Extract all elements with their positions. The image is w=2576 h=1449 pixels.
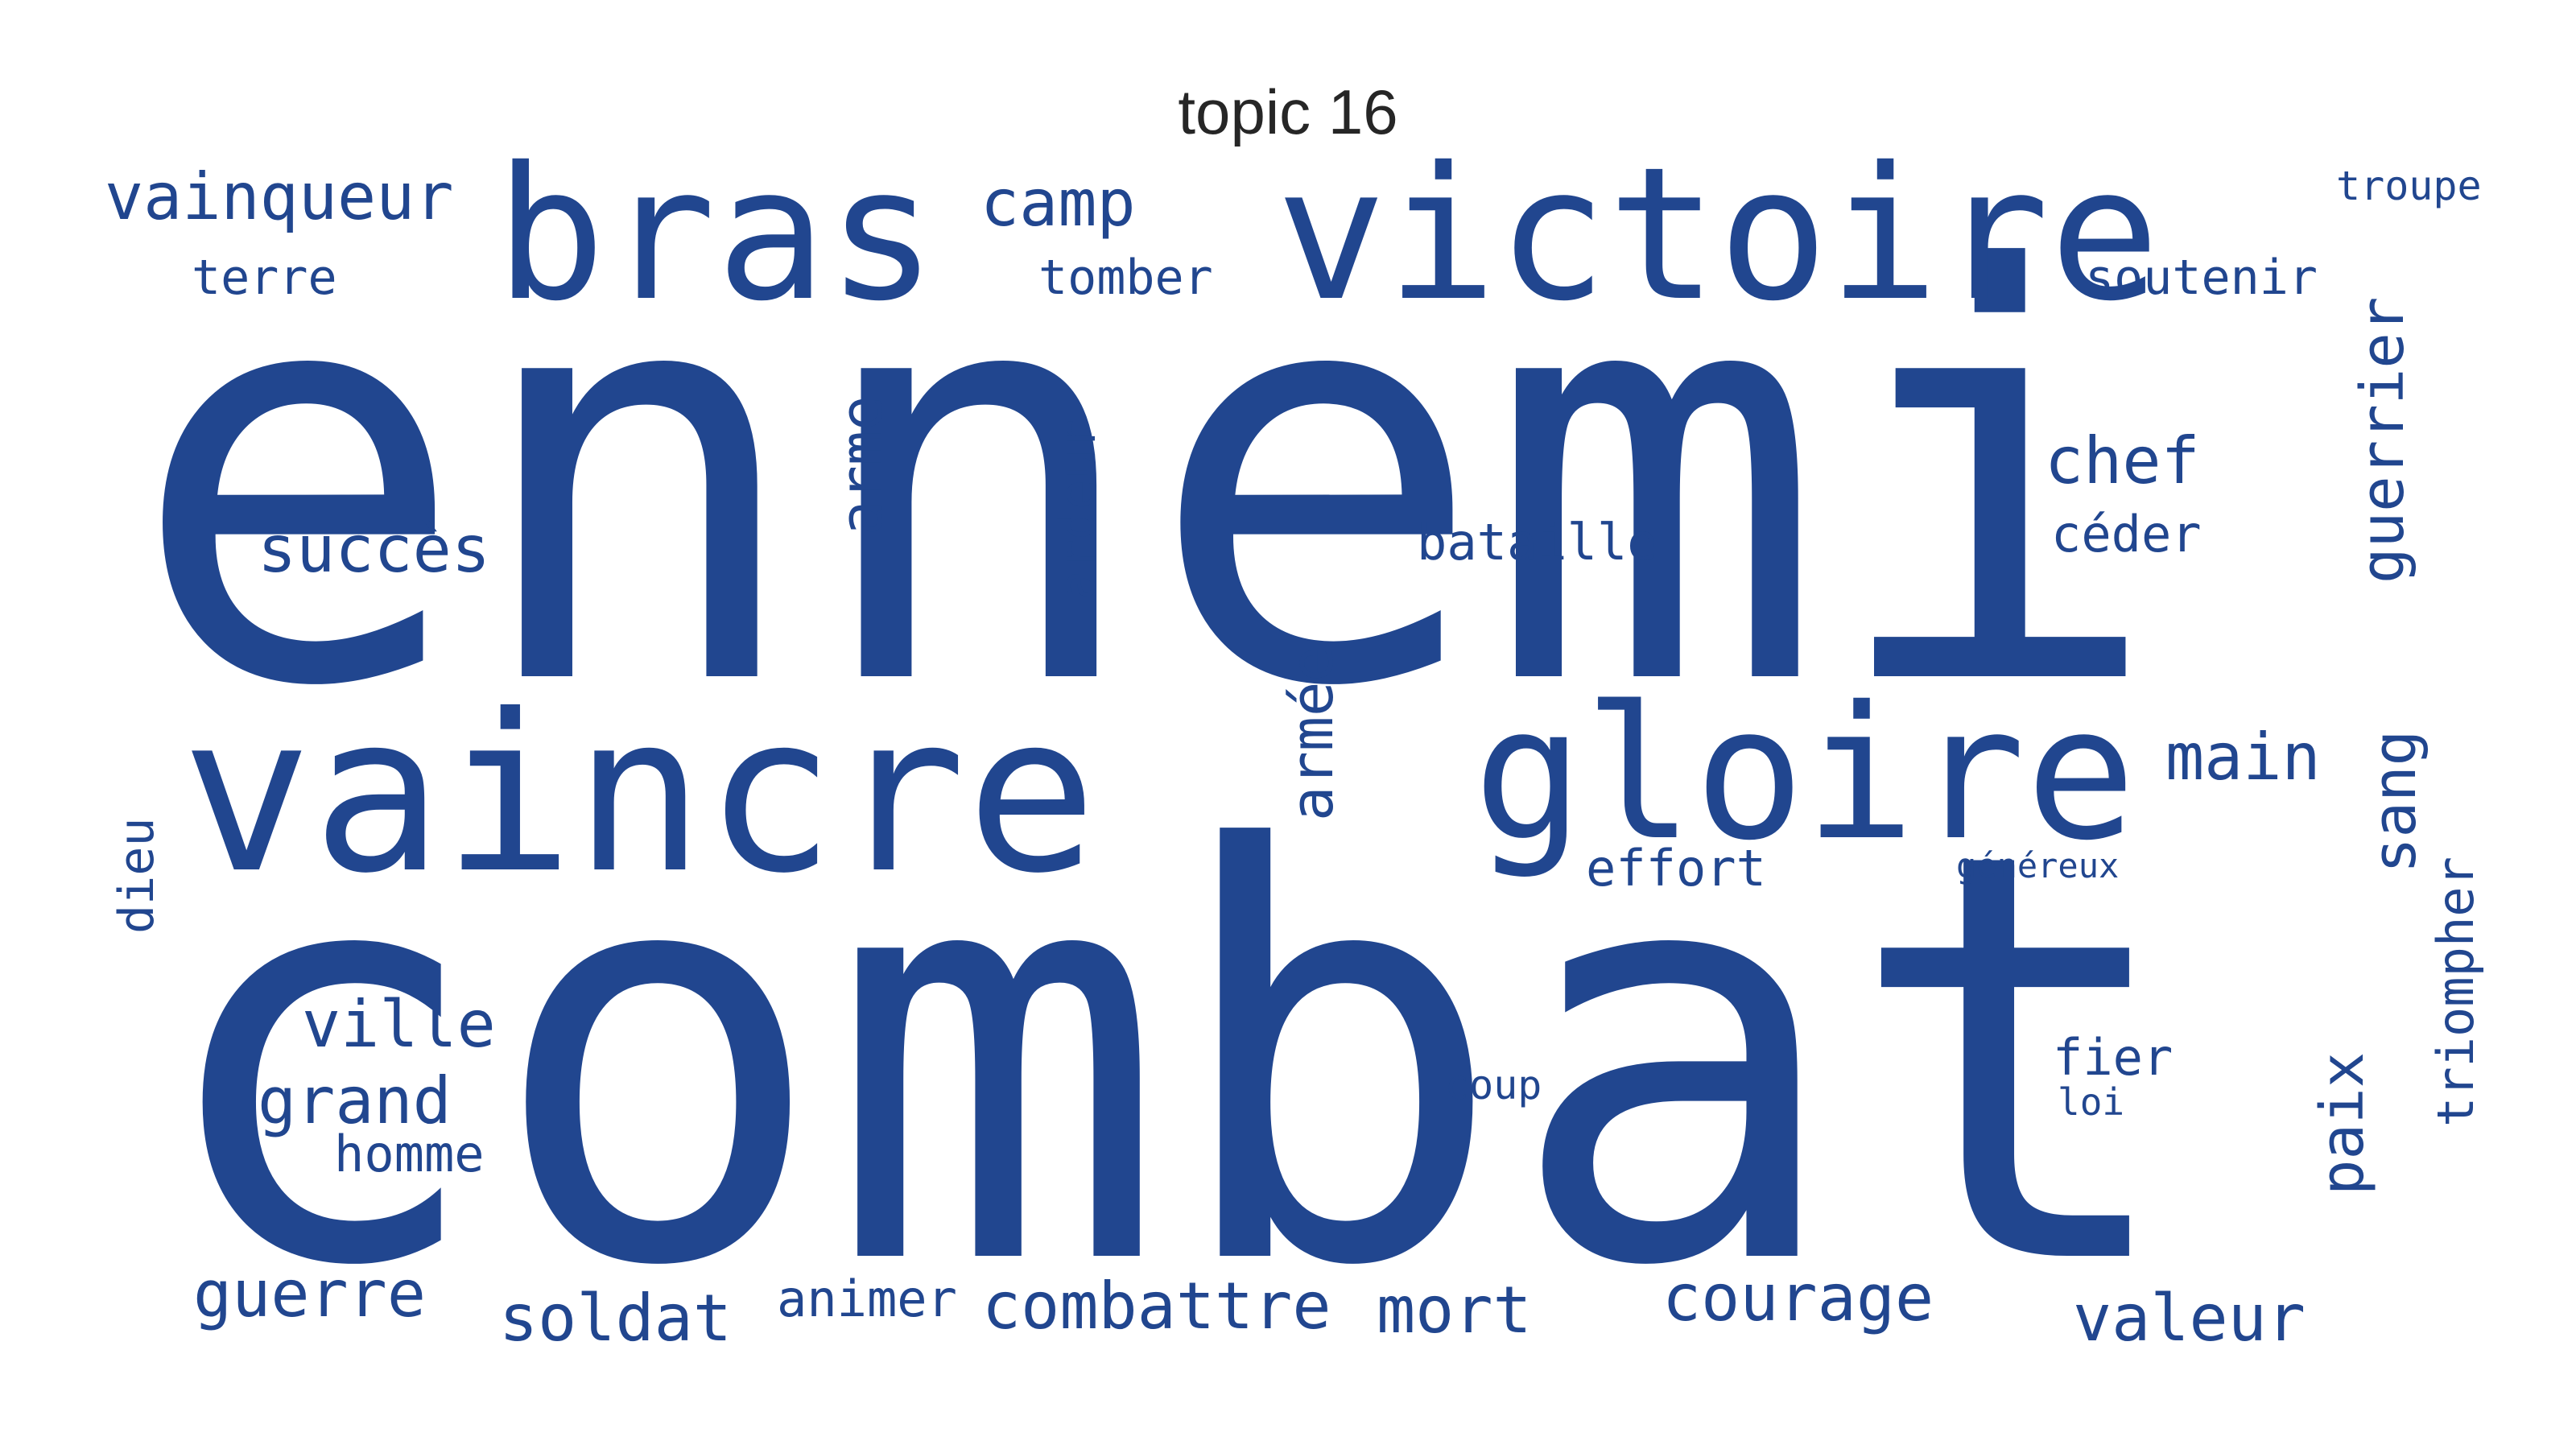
word-gloire: gloire — [1473, 667, 2136, 881]
word-vainqueur: vainqueur — [105, 159, 453, 234]
word-guerrier: guerrier — [2348, 297, 2417, 584]
word-combat: combat — [149, 733, 2185, 1389]
word-valeur: valeur — [2073, 1281, 2306, 1356]
word-généreux: généreux — [1956, 846, 2119, 886]
word-bataille: bataille — [1417, 513, 1657, 572]
chart-title: topic 16 — [1178, 76, 1398, 147]
word-effort: effort — [1586, 839, 1766, 898]
word-succès: succès — [258, 512, 490, 587]
word-victoire: victoire — [1276, 127, 2160, 341]
word-tomber: tomber — [1038, 250, 1213, 306]
word-soutenir: soutenir — [2085, 250, 2318, 306]
word-ville: ville — [302, 987, 496, 1062]
word-paix: paix — [2308, 1052, 2377, 1195]
word-courage: courage — [1662, 1261, 1934, 1335]
word-céder: céder — [2051, 505, 2202, 564]
word-fier: fier — [2053, 1028, 2173, 1087]
word-ennemi: ennemi — [129, 154, 2165, 810]
word-guerre: guerre — [193, 1257, 426, 1331]
word-grand: grand — [258, 1063, 452, 1138]
word-homme: homme — [334, 1125, 485, 1183]
word-sang: sang — [2360, 730, 2429, 873]
word-triompher: triompher — [2426, 857, 2485, 1127]
word-chef: chef — [2045, 423, 2200, 498]
word-soldat: soldat — [499, 1281, 732, 1356]
word-loi: loi — [2058, 1080, 2124, 1124]
word-animer: animer — [777, 1269, 957, 1328]
word-armée: armée — [1278, 646, 1346, 821]
word-combattre: combattre — [982, 1269, 1331, 1344]
word-main: main — [2165, 720, 2321, 795]
word-arme: arme — [828, 396, 895, 535]
word-mort: mort — [1377, 1273, 1532, 1348]
word-camp: camp — [980, 166, 1136, 241]
word-coup: coup — [1445, 1062, 1542, 1108]
word-terre: terre — [192, 250, 337, 306]
word-troupe: troupe — [2336, 163, 2482, 209]
word-vaincre: vaincre — [181, 667, 1097, 921]
word-dieu: dieu — [109, 818, 165, 935]
word-bras: bras — [495, 127, 937, 341]
word-ardeur: ardeur — [1048, 419, 1107, 600]
